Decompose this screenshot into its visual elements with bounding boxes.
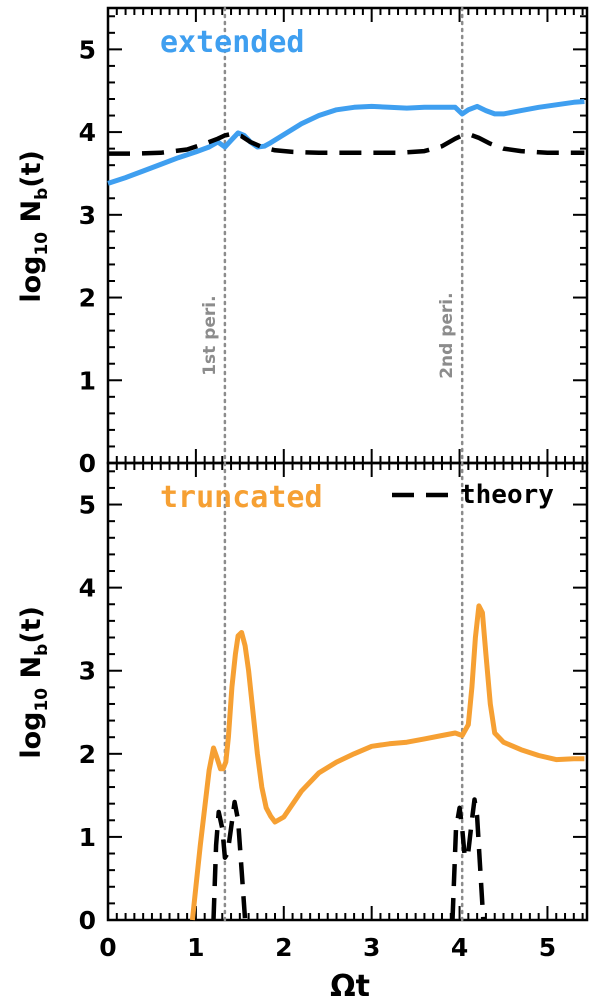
plot-frame xyxy=(106,6,589,465)
pericenter-label: 1st peri. xyxy=(200,295,220,375)
y-tick-label: 2 xyxy=(79,284,96,313)
x-tick-label: 3 xyxy=(363,933,380,962)
y-tick-label: 5 xyxy=(79,35,96,64)
y-tick-label: 0 xyxy=(79,906,96,935)
pericenter-label: 2nd peri. xyxy=(437,292,457,378)
panel-extended: 0 1 2 3 4 5 1st peri. 2nd peri. extended log10 Nb… xyxy=(16,6,589,478)
x-tick-label: 0 xyxy=(99,933,116,962)
theory-line xyxy=(108,131,585,156)
panel-truncated: 0 1 2 3 4 5 0 1 2 3 4 5 truncated theory log10 Nb(t) xyxy=(16,461,589,962)
x-tick-label: 4 xyxy=(451,933,468,962)
x-tick-label: 2 xyxy=(275,933,292,962)
y-tick-label: 0 xyxy=(79,449,96,478)
y-tick-label: 2 xyxy=(79,740,96,769)
panel-title: truncated xyxy=(160,480,323,515)
simulation-line xyxy=(107,99,585,186)
plot-frame xyxy=(106,461,589,922)
y-axis-label: log10 Nb(t) xyxy=(16,150,52,303)
legend-label: theory xyxy=(460,480,554,510)
theory-line xyxy=(450,797,486,921)
x-tick-label: 5 xyxy=(539,933,556,962)
y-tick-label: 3 xyxy=(79,657,96,686)
y-tick-label: 1 xyxy=(79,366,96,395)
simulation-line xyxy=(189,603,585,921)
x-axis-label: Ωt xyxy=(330,969,370,1004)
y-tick-label: 4 xyxy=(79,118,96,147)
y-tick-label: 5 xyxy=(79,491,96,520)
y-axis-label: log10 Nb(t) xyxy=(16,606,52,759)
y-tick-label: 4 xyxy=(79,574,96,603)
theory-line xyxy=(211,799,248,921)
panel-title: extended xyxy=(160,25,305,60)
y-tick-label: 3 xyxy=(79,201,96,230)
x-tick-label: 1 xyxy=(187,933,204,962)
y-tick-label: 1 xyxy=(79,823,96,852)
